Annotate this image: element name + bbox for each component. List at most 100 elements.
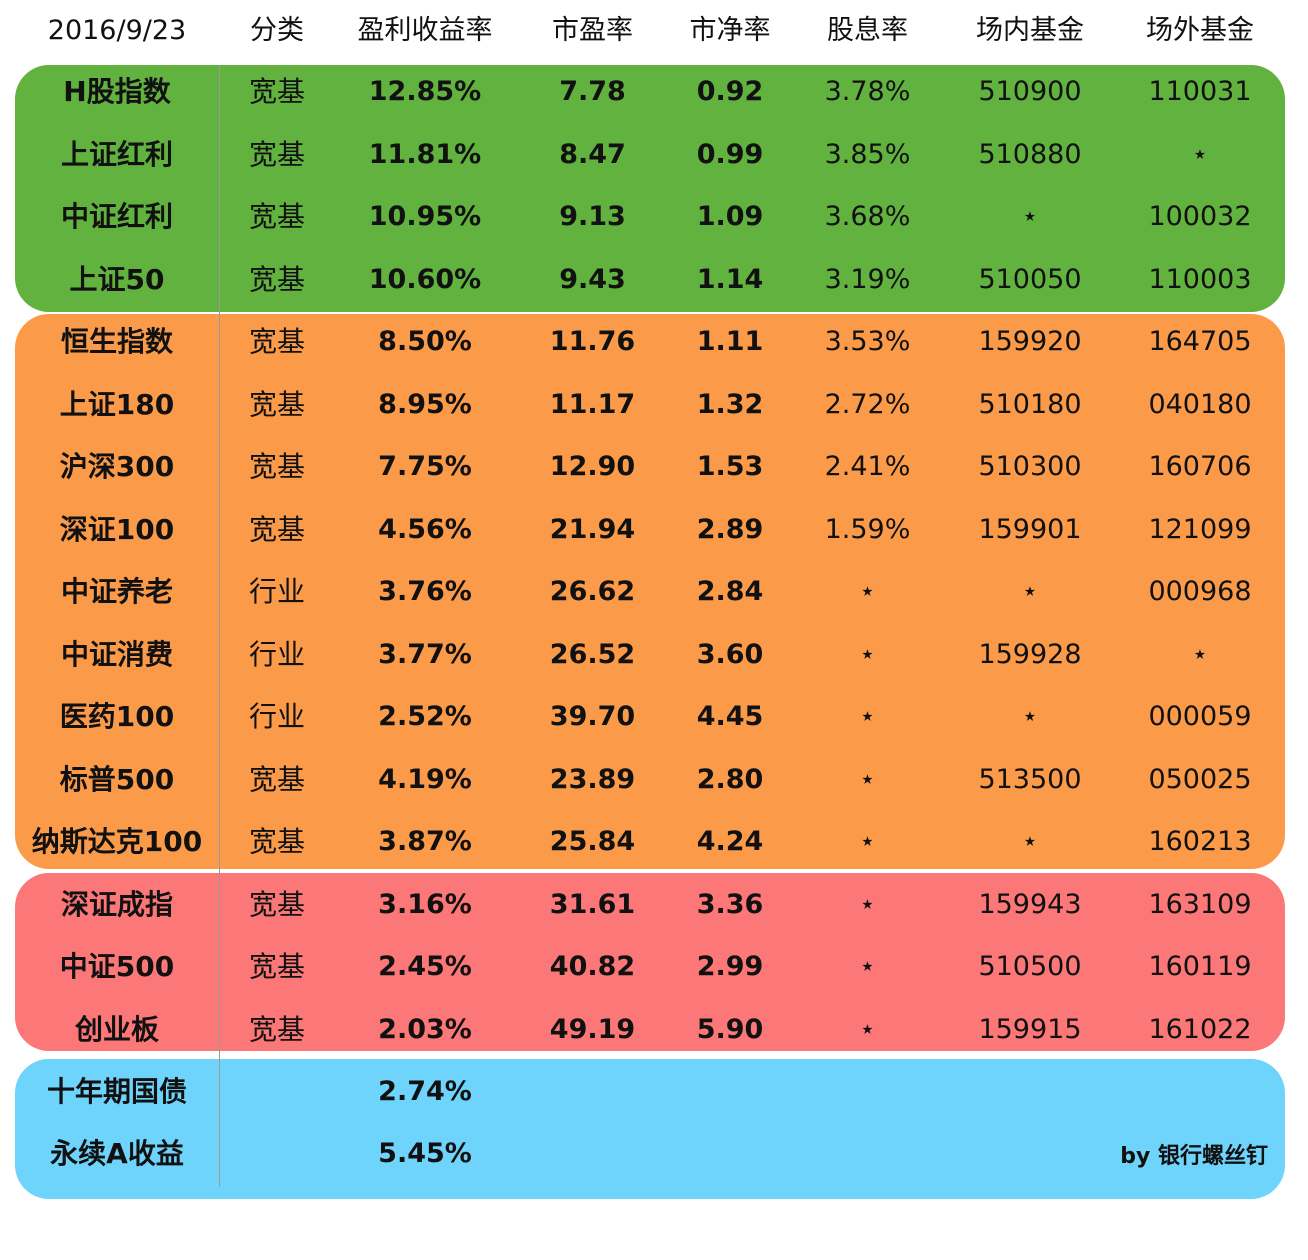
dividend-cell: 2.72% [824,389,911,420]
dividend-cell: ⋆ [859,951,876,982]
bond-yield: 2.74% [378,1076,472,1107]
category-cell: 宽基 [248,763,305,796]
header-date: 2016/9/23 [47,15,187,46]
pe-cell: 39.70 [549,701,636,732]
index-name: 中证养老 [60,575,173,608]
pb-cell: 0.99 [696,139,764,170]
offmarket-fund-cell: 163109 [1148,889,1252,920]
pe-cell: 7.78 [559,76,626,107]
pb-cell: 5.90 [696,1014,764,1045]
pe-cell: 21.94 [549,514,636,545]
table-row: 上证180 宽基 8.95% 11.17 1.32 2.72% 510180 040180 [0,375,1308,435]
onmarket-fund-cell: 510500 [978,951,1082,982]
pe-cell: 26.52 [549,639,636,670]
dividend-cell: 3.78% [824,76,911,107]
pe-cell: 25.84 [549,826,636,857]
offmarket-fund-cell: 040180 [1148,389,1252,420]
category-cell: 宽基 [248,200,305,233]
index-name: 恒生指数 [60,325,173,358]
index-name: 中证500 [59,950,175,983]
offmarket-fund-cell: 121099 [1148,514,1252,545]
index-name: 深证成指 [60,888,173,921]
table-row: 上证50 宽基 10.60% 9.43 1.14 3.19% 510050 110003 [0,250,1308,310]
pe-cell: 26.62 [549,576,636,607]
author-credit: by 银行螺丝钉 [1120,1144,1268,1169]
earnings-yield-cell: 2.45% [378,951,472,982]
group-green-low-valuation [15,65,1285,312]
bond-row: 十年期国债 2.74% [0,1062,1308,1122]
pb-cell: 4.24 [696,826,764,857]
header-onmarket-fund: 场内基金 [976,15,1084,46]
earnings-yield-cell: 3.16% [378,889,472,920]
index-name: 中证红利 [60,200,173,233]
category-cell: 宽基 [248,513,305,546]
earnings-yield-cell: 10.95% [368,201,482,232]
category-cell: 行业 [248,700,305,733]
index-name: 中证消费 [60,638,173,671]
offmarket-fund-cell: 000968 [1148,576,1252,607]
category-cell: 宽基 [248,888,305,921]
dividend-cell: ⋆ [859,576,876,607]
table-row: 沪深300 宽基 7.75% 12.90 1.53 2.41% 510300 160706 [0,437,1308,497]
pe-cell: 12.90 [549,451,636,482]
dividend-cell: ⋆ [859,1014,876,1045]
onmarket-fund-cell: 159928 [978,639,1082,670]
index-name: 上证50 [69,263,165,296]
onmarket-fund-cell: ⋆ [1021,826,1039,857]
dividend-cell: ⋆ [859,889,876,920]
header-pe: 市盈率 [552,15,633,46]
column-divider [219,65,220,1187]
earnings-yield-cell: 4.19% [378,764,472,795]
index-name: H股指数 [63,75,171,108]
table-header: 2016/9/23 分类 盈利收益率 市盈率 市净率 股息率 场内基金 场外基金 [0,0,1308,62]
category-cell: 宽基 [248,263,305,296]
earnings-yield-cell: 11.81% [368,139,482,170]
pb-cell: 4.45 [696,701,764,732]
index-name: 医药100 [59,700,175,733]
dividend-cell: 3.85% [824,139,911,170]
index-name: 上证红利 [60,138,173,171]
pb-cell: 2.80 [696,764,764,795]
table-row: 深证成指 宽基 3.16% 31.61 3.36 ⋆ 159943 163109 [0,875,1308,935]
category-cell: 宽基 [248,325,305,358]
onmarket-fund-cell: 159920 [978,326,1082,357]
pe-cell: 31.61 [549,889,636,920]
bond-yield: 5.45% [378,1138,472,1169]
table-row: 中证消费 行业 3.77% 26.52 3.60 ⋆ 159928 ⋆ [0,625,1308,685]
category-cell: 宽基 [248,138,305,171]
table-row: 医药100 行业 2.52% 39.70 4.45 ⋆ ⋆ 000059 [0,687,1308,747]
pb-cell: 1.09 [696,201,764,232]
header-dividend: 股息率 [827,15,908,46]
pb-cell: 2.89 [696,514,764,545]
offmarket-fund-cell: 100032 [1148,201,1252,232]
earnings-yield-cell: 12.85% [368,76,482,107]
offmarket-fund-cell: ⋆ [1191,139,1209,170]
pe-cell: 49.19 [549,1014,636,1045]
earnings-yield-cell: 2.52% [378,701,472,732]
onmarket-fund-cell: 510300 [978,451,1082,482]
bond-row: 永续A收益 5.45% [0,1124,1308,1184]
index-name: 上证180 [59,388,175,421]
offmarket-fund-cell: 160119 [1148,951,1252,982]
offmarket-fund-cell: 110003 [1148,264,1252,295]
category-cell: 行业 [248,638,305,671]
index-name: 纳斯达克100 [31,825,203,858]
earnings-yield-cell: 10.60% [368,264,482,295]
table-row: 中证养老 行业 3.76% 26.62 2.84 ⋆ ⋆ 000968 [0,562,1308,622]
onmarket-fund-cell: 510880 [978,139,1082,170]
onmarket-fund-cell: 510900 [978,76,1082,107]
index-name: 深证100 [59,513,175,546]
pb-cell: 2.99 [696,951,764,982]
dividend-cell: 1.59% [824,514,911,545]
category-cell: 行业 [248,575,305,608]
category-cell: 宽基 [248,75,305,108]
header-category: 分类 [250,15,304,46]
category-cell: 宽基 [248,450,305,483]
header-pb: 市净率 [689,15,771,46]
index-name: 创业板 [74,1013,159,1046]
onmarket-fund-cell: 159943 [978,889,1082,920]
table-row: 中证红利 宽基 10.95% 9.13 1.09 3.68% ⋆ 100032 [0,187,1308,247]
category-cell: 宽基 [248,388,305,421]
earnings-yield-cell: 2.03% [378,1014,472,1045]
dividend-cell: 3.68% [824,201,911,232]
